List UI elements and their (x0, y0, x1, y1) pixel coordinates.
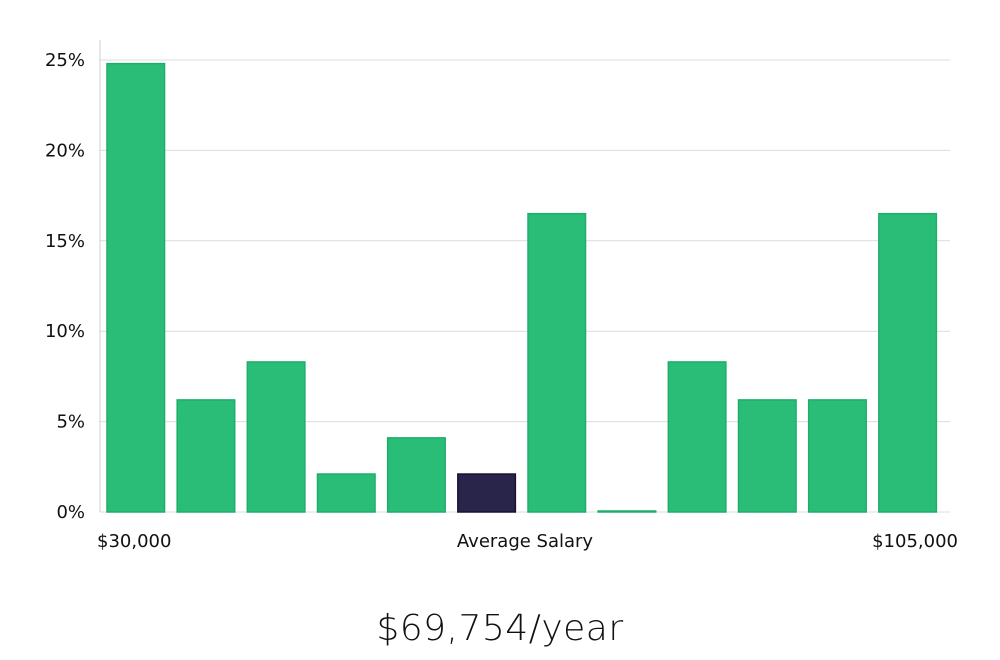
bar (176, 399, 236, 513)
y-tick-label: 5% (56, 412, 85, 433)
x-axis-title: Average Salary (457, 531, 594, 552)
salary-histogram: 0%5%10%15%20%25% $30,000 Average Salary … (45, 40, 958, 552)
y-tick-label: 10% (45, 321, 85, 342)
bar (878, 212, 938, 513)
y-axis-ticks: 0% 5% 10% 15% 20% 25% (45, 50, 85, 523)
y-tick-label: 20% (45, 140, 85, 161)
bar (106, 62, 166, 513)
x-max-label: $105,000 (872, 531, 958, 552)
y-tick-label: 0% (56, 502, 85, 523)
y-tick-label: 15% (45, 231, 85, 252)
bar (667, 361, 727, 513)
bar-highlighted (457, 473, 517, 513)
y-tick-label: 25% (45, 50, 85, 71)
x-min-label: $30,000 (97, 531, 171, 552)
bar (386, 437, 446, 513)
average-salary-value: $69,754/year (376, 608, 624, 649)
bar (807, 399, 867, 513)
bar (597, 510, 657, 513)
bar (527, 212, 587, 513)
bar (246, 361, 306, 513)
bar (737, 399, 797, 513)
bar (316, 473, 376, 513)
bars (106, 62, 938, 513)
